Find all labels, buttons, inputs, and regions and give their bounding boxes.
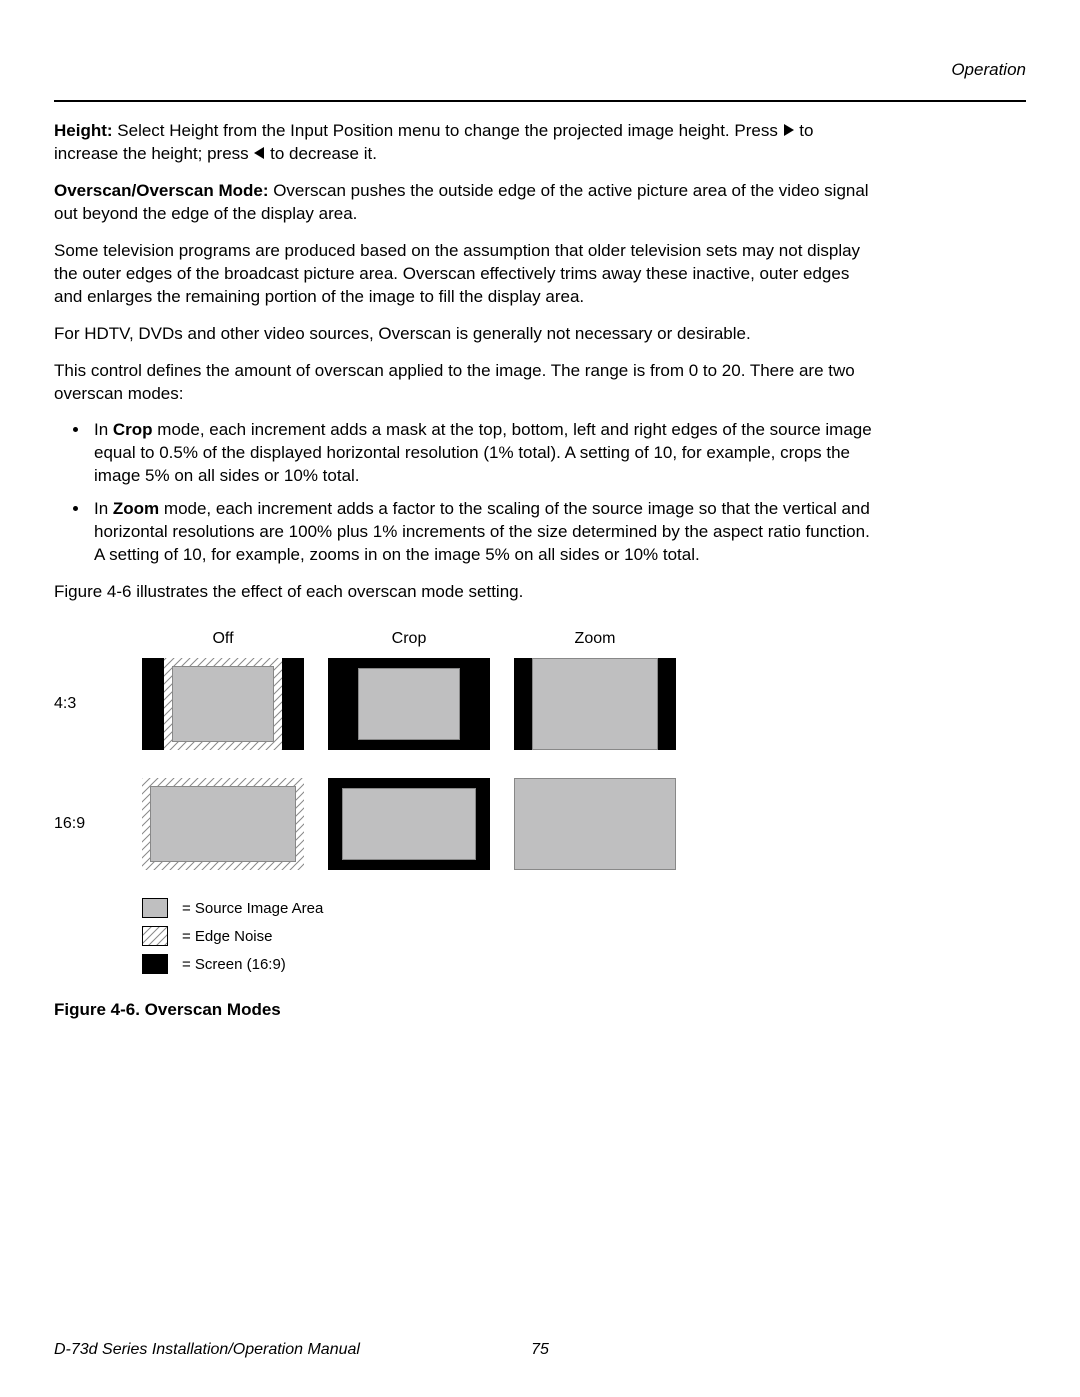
header-section: Operation xyxy=(951,60,1026,80)
thumb-169-crop xyxy=(328,778,490,870)
legend-noise-text: = Edge Noise xyxy=(182,928,272,945)
bullet-list: In Crop mode, each increment adds a mask… xyxy=(54,419,874,567)
b1pre: In xyxy=(94,420,113,439)
para-3: Some television programs are produced ba… xyxy=(54,240,874,309)
para-6: Figure 4-6 illustrates the effect of eac… xyxy=(54,581,874,604)
row-label-169: 16:9 xyxy=(54,815,142,833)
swatch-screen-icon xyxy=(142,954,168,974)
overscan-label: Overscan/Overscan Mode: xyxy=(54,181,268,200)
para-5: This control defines the amount of overs… xyxy=(54,360,874,406)
figure-row-169: 16:9 xyxy=(54,778,874,870)
b1bold: Crop xyxy=(113,420,153,439)
bullet-zoom: In Zoom mode, each increment adds a fact… xyxy=(90,498,874,567)
triangle-left-icon xyxy=(253,143,265,166)
para-overscan-mode: Overscan/Overscan Mode: Overscan pushes … xyxy=(54,180,874,226)
legend-source: = Source Image Area xyxy=(142,898,874,918)
para-height: Height: Select Height from the Input Pos… xyxy=(54,120,874,166)
b2bold: Zoom xyxy=(113,499,159,518)
legend-screen-text: = Screen (16:9) xyxy=(182,956,286,973)
col-crop: Crop xyxy=(328,630,490,648)
row-label-43: 4:3 xyxy=(54,695,142,713)
figure-legend: = Source Image Area = Edge Noise = Scree… xyxy=(142,898,874,974)
b2pre: In xyxy=(94,499,113,518)
figure-row-43: 4:3 xyxy=(54,658,874,750)
figure-overscan: Off Crop Zoom 4:3 xyxy=(54,630,874,1020)
swatch-noise-icon xyxy=(142,926,168,946)
legend-screen: = Screen (16:9) xyxy=(142,954,874,974)
triangle-right-icon xyxy=(783,120,795,143)
figure-caption: Figure 4-6. Overscan Modes xyxy=(54,1000,874,1020)
thumb-43-crop xyxy=(328,658,490,750)
legend-source-text: = Source Image Area xyxy=(182,900,323,917)
legend-noise: = Edge Noise xyxy=(142,926,874,946)
b1: mode, each increment adds a mask at the … xyxy=(94,420,872,485)
thumb-43-zoom xyxy=(514,658,676,750)
height-label: Height: xyxy=(54,121,113,140)
para-4: For HDTV, DVDs and other video sources, … xyxy=(54,323,874,346)
col-zoom: Zoom xyxy=(514,630,676,648)
footer-manual: D-73d Series Installation/Operation Manu… xyxy=(54,1341,360,1359)
p1a: Select Height from the Input Position me… xyxy=(113,121,783,140)
header-rule xyxy=(54,100,1026,102)
b2: mode, each increment adds a factor to th… xyxy=(94,499,870,564)
thumb-169-zoom xyxy=(514,778,676,870)
footer-page-number: 75 xyxy=(531,1341,549,1359)
bullet-crop: In Crop mode, each increment adds a mask… xyxy=(90,419,874,488)
p1c: to decrease it. xyxy=(265,144,377,163)
figure-col-headers: Off Crop Zoom xyxy=(142,630,874,648)
thumb-43-off xyxy=(142,658,304,750)
thumb-169-off xyxy=(142,778,304,870)
col-off: Off xyxy=(142,630,304,648)
content-body: Height: Select Height from the Input Pos… xyxy=(54,120,874,1020)
page-footer: D-73d Series Installation/Operation Manu… xyxy=(54,1341,1026,1359)
swatch-source-icon xyxy=(142,898,168,918)
